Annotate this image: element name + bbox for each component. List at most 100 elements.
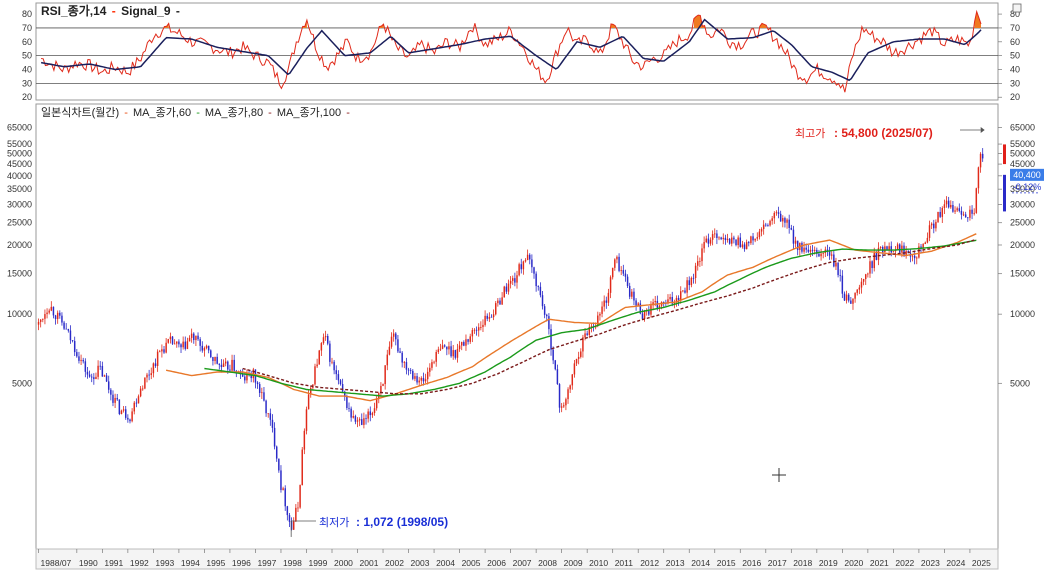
price-tick-right: 25000 (1010, 218, 1035, 228)
candle-body (386, 354, 389, 366)
candle-body (801, 242, 803, 252)
range-bar-up (1003, 144, 1006, 165)
x-tick-label: 2000 (334, 558, 353, 568)
x-tick-label: 2009 (564, 558, 583, 568)
rsi-overbought-fill (379, 24, 384, 28)
candle-body (137, 396, 140, 404)
candle-body (850, 300, 852, 304)
candle-body (156, 351, 159, 366)
candle-body (862, 279, 865, 282)
candle-body (52, 306, 55, 316)
candle-body (361, 419, 363, 425)
candle-body (509, 280, 512, 284)
price-tick-left: 25000 (7, 218, 32, 228)
candle-body (205, 345, 208, 349)
candle-body (327, 336, 329, 344)
candle-body (165, 342, 167, 353)
candle-body (65, 328, 67, 330)
candle-body (979, 153, 982, 168)
candle-body (773, 212, 776, 219)
candle-body (981, 153, 984, 159)
candle-body (346, 396, 348, 409)
price-title-ma80: MA_종가,80 (205, 106, 263, 119)
candle-body (905, 250, 907, 255)
candle-body (178, 341, 180, 345)
price-tick-right: 5000 (1010, 378, 1030, 388)
candle-body (133, 402, 135, 412)
candle-body (924, 242, 927, 244)
candle-body (314, 366, 316, 385)
low-annotation-label: 최저가 (319, 516, 349, 529)
candle-body (939, 211, 941, 217)
candle-body (116, 397, 118, 400)
candle-body (210, 350, 212, 358)
candle-body (858, 287, 861, 290)
candle-body (618, 256, 620, 271)
candle-body (684, 290, 686, 293)
panel-toggle-icon[interactable] (1012, 3, 1022, 13)
candle-body (550, 329, 552, 350)
candle-body (171, 336, 174, 344)
candle-body (486, 315, 488, 319)
price-tick-left: 65000 (7, 122, 32, 132)
ma-line-1 (204, 239, 977, 397)
rsi-title-signal: Signal_9 (121, 4, 171, 18)
candle-body (352, 416, 355, 418)
candle-body (767, 225, 769, 226)
candle-body (507, 283, 510, 292)
candle-body (864, 274, 867, 280)
candle-body (354, 416, 357, 422)
candle-body (199, 339, 201, 346)
candle-body (641, 313, 644, 319)
candle-body (286, 506, 289, 516)
candle-body (241, 374, 244, 377)
price-tick-right: 55000 (1010, 139, 1035, 149)
candle-body (39, 319, 42, 322)
price-tick-left: 55000 (7, 139, 32, 149)
candle-body (167, 339, 170, 343)
candle-body (505, 286, 508, 292)
candle-body (503, 286, 505, 298)
candle-body (822, 253, 824, 254)
candle-body (409, 370, 412, 372)
candle-body (811, 249, 814, 251)
candle-body (784, 218, 786, 223)
x-tick-label: 2008 (538, 558, 557, 568)
candle-body (86, 371, 89, 375)
candle-body (947, 200, 950, 208)
x-tick-label: 1995 (206, 558, 225, 568)
candle-body (414, 376, 416, 379)
candle-body (456, 348, 459, 358)
candle-body (529, 254, 531, 260)
ma-line-2 (242, 238, 977, 395)
candle-body (222, 363, 225, 368)
last-price-value: 40,400 (1013, 170, 1041, 180)
candle-body (348, 408, 350, 409)
candle-body (852, 298, 854, 304)
candle-body (790, 227, 793, 230)
candle-body (216, 356, 218, 364)
candle-body (826, 249, 829, 252)
x-tick-label: 2019 (819, 558, 838, 568)
candle-body (875, 253, 878, 260)
candle-body (224, 361, 227, 364)
candle-body (911, 255, 914, 257)
price-title-dash-4: - (346, 107, 350, 119)
candle-body (261, 392, 263, 394)
price-title: 일본식차트(월간) - MA_종가,60 - MA_종가,80 - MA_종가,… (41, 105, 350, 119)
candle-body (522, 261, 525, 270)
candle-body (588, 326, 591, 335)
candle-body (620, 270, 622, 271)
candle-body (390, 336, 393, 347)
range-bar-down (1003, 174, 1006, 212)
rsi-tick-right: 20 (1010, 92, 1020, 102)
candle-body (473, 329, 476, 331)
candle-body (637, 303, 639, 306)
candle-body (524, 260, 527, 262)
candle-body (867, 273, 869, 275)
candle-body (471, 330, 474, 337)
candle-body (769, 220, 771, 226)
x-tick-label: 2007 (513, 558, 532, 568)
price-tick-right: 45000 (1010, 159, 1035, 169)
